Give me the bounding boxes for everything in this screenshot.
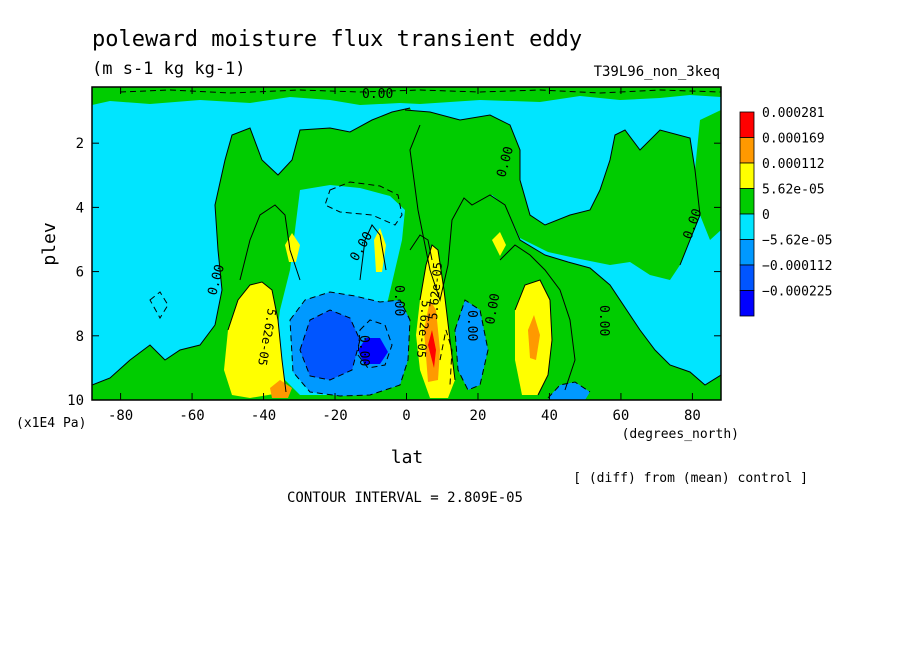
region-positive-mid	[405, 110, 700, 300]
contour-negative-line-4	[149, 291, 169, 319]
legend-label: 0.000112	[762, 157, 825, 172]
contour-negative-line-1	[324, 181, 403, 226]
legend-label: −0.000225	[762, 285, 832, 300]
y-tick-label: 6	[76, 265, 84, 281]
contour-label: 0.00	[391, 285, 406, 316]
chart-units: (m s-1 kg kg-1)	[92, 59, 246, 79]
contour-zero-line-3	[404, 109, 701, 266]
y-axis-units: (x1E4 Pa)	[16, 416, 86, 431]
contour-label: 5.62e-05	[414, 300, 433, 359]
x-axis: -80 -60 -40 -20 0 20 40 60 80	[108, 87, 701, 424]
contour-positive-line-6	[499, 244, 576, 391]
contour-positive-line-3	[514, 279, 553, 396]
contour-zero-line-1	[214, 107, 411, 326]
region-blue-core	[300, 310, 360, 380]
legend-label: 0	[762, 208, 770, 223]
contour-positive-line-4	[239, 204, 301, 281]
contour-negative-line-8	[357, 319, 393, 369]
legend-label: 0.000281	[762, 106, 825, 121]
legend-label: −5.62e-05	[762, 234, 832, 249]
legend-swatch	[739, 239, 755, 266]
plot-area: 0.00 0.00 0.00 0.00 0.00 0.00 0.00 0.00 …	[92, 87, 721, 400]
contour-lines	[92, 107, 721, 396]
contour-positive-line-1	[227, 281, 287, 393]
contour-negative-lines	[119, 89, 721, 399]
contour-negative-line-5	[454, 299, 489, 391]
legend-swatch	[739, 264, 755, 291]
contour-positive-line-5	[409, 234, 433, 261]
y-axis: 2 4 6 8 10	[67, 136, 721, 409]
region-yellow-south-jet	[224, 282, 286, 398]
y-tick-label: 4	[76, 200, 84, 216]
region-blue-north-surface	[548, 382, 590, 400]
region-blue-equator-west	[455, 300, 488, 390]
legend-swatch	[739, 137, 755, 164]
legend-swatch	[739, 111, 755, 138]
y-tick-label: 2	[76, 136, 84, 152]
x-tick-label: 80	[684, 408, 701, 424]
contour-positive-line-7	[359, 224, 387, 281]
contour-negative-line-7	[119, 89, 721, 94]
note-text: [ (diff) from (mean) control ]	[573, 471, 808, 486]
legend-swatch	[739, 188, 755, 215]
legend-swatch	[739, 162, 755, 189]
contour-label: 0.00	[464, 310, 479, 341]
contour-label: 0.00	[362, 87, 393, 102]
contour-negative-line-9	[439, 329, 453, 386]
legend: 0.000281 0.000169 0.000112 5.62e-05 0 −5.62e-…	[739, 106, 832, 317]
x-tick-label: 20	[470, 408, 487, 424]
x-axis-units: (degrees_north)	[622, 427, 739, 442]
contour-label: 0.00	[596, 305, 611, 336]
region-yellow-fleck-3	[374, 228, 386, 272]
x-tick-label: -60	[179, 408, 204, 424]
region-red-equator	[428, 330, 436, 368]
y-tick-label: 8	[76, 329, 84, 345]
legend-swatch	[739, 213, 755, 240]
legend-swatch	[739, 290, 755, 317]
contour-positive-line-2	[419, 244, 456, 381]
contour-interval: CONTOUR INTERVAL = 2.809E-05	[287, 490, 523, 506]
legend-label: −0.000112	[762, 259, 832, 274]
x-tick-label: -40	[251, 408, 276, 424]
x-tick-label: 0	[402, 408, 410, 424]
contour-negative-line-6	[547, 381, 591, 399]
x-tick-label: -80	[108, 408, 133, 424]
contour-negative-line-2	[289, 291, 411, 397]
y-axis-label: plev	[39, 222, 60, 265]
region-orange-north	[528, 315, 540, 360]
contour-label: 0.00	[483, 292, 503, 325]
region-blue-deep	[358, 338, 388, 364]
contour-label: 0.00	[356, 335, 371, 366]
chart-title: poleward moisture flux transient eddy	[92, 27, 582, 52]
run-label: T39L96_non_3keq	[594, 64, 720, 80]
y-tick-label: 10	[67, 393, 84, 409]
x-tick-label: 60	[613, 408, 630, 424]
x-tick-label: -20	[322, 408, 347, 424]
region-yellow-fleck-2	[492, 232, 506, 256]
region-orange-south	[270, 380, 292, 398]
x-axis-label: lat	[391, 447, 424, 468]
legend-label: 5.62e-05	[762, 183, 825, 198]
x-tick-label: 40	[541, 408, 558, 424]
contour-zero-line-4	[92, 324, 216, 386]
contour-zero-line-2	[409, 124, 721, 386]
legend-label: 0.000169	[762, 132, 825, 147]
region-negative-north-hole	[520, 122, 555, 190]
contour-label: 5.62e-05	[426, 261, 445, 320]
